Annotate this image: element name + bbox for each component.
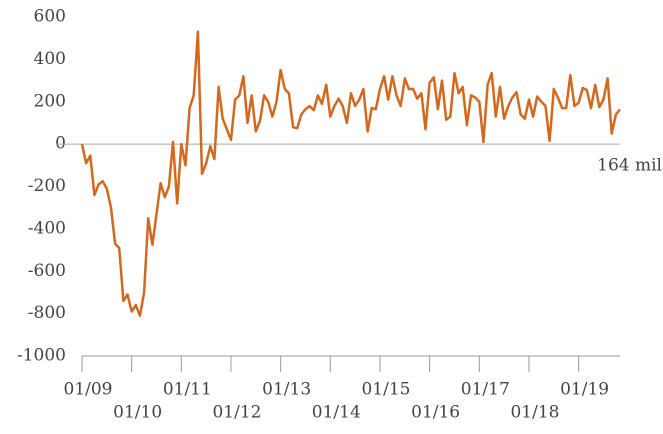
x-tick-label: 01/16	[411, 403, 460, 423]
x-tick-label: 01/14	[312, 403, 361, 423]
x-tick-label: 01/10	[113, 403, 162, 423]
x-tick-label: 01/19	[560, 380, 609, 400]
y-tick-label: -1000	[17, 346, 66, 366]
x-tick-label: 01/12	[212, 403, 261, 423]
y-tick-label: 200	[34, 91, 66, 111]
y-tick-label: -600	[28, 261, 66, 281]
x-tick-label: 01/09	[64, 380, 113, 400]
line	[80, 30, 621, 317]
x-tick-label: 01/18	[510, 403, 559, 423]
y-tick-label: -400	[28, 218, 66, 238]
annotation: 164 mil	[597, 156, 662, 176]
x-tick-label: 01/11	[163, 380, 212, 400]
x-tick-label: 01/15	[361, 380, 410, 400]
y-tick-label: -800	[28, 303, 66, 323]
x-tick-label: 01/13	[262, 380, 311, 400]
x-tick-label: 01/17	[461, 380, 510, 400]
y-tick-label: 600	[34, 7, 66, 27]
y-tick-label: 400	[34, 49, 66, 69]
y-tick-label: -200	[28, 176, 66, 196]
